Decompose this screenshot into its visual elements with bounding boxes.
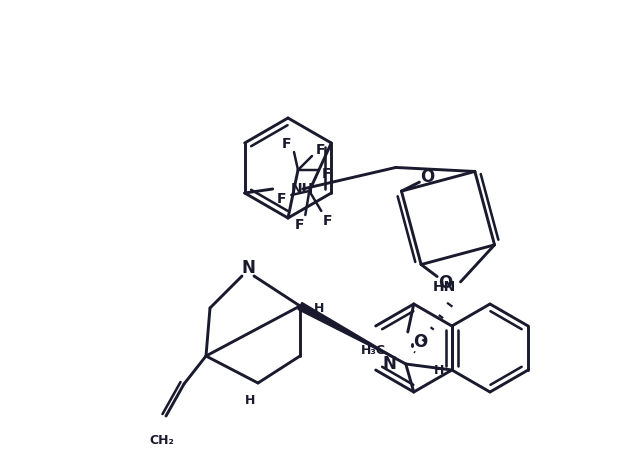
Text: H: H (314, 301, 324, 314)
Text: O: O (413, 333, 427, 351)
Text: F: F (294, 218, 304, 232)
Text: F: F (321, 167, 331, 181)
Text: F: F (323, 214, 332, 228)
Text: NH: NH (291, 182, 314, 196)
Text: N: N (241, 259, 255, 277)
Text: H: H (245, 394, 255, 407)
Text: F: F (281, 137, 291, 151)
Text: H₃C: H₃C (361, 344, 386, 357)
Text: O: O (420, 168, 435, 186)
Text: N: N (383, 355, 397, 373)
Text: F: F (276, 192, 286, 206)
Text: H: H (434, 363, 444, 376)
Polygon shape (298, 303, 406, 364)
Text: F: F (316, 143, 324, 157)
Text: HN: HN (433, 280, 456, 294)
Text: CH₂: CH₂ (150, 433, 175, 446)
Text: O: O (438, 274, 452, 291)
